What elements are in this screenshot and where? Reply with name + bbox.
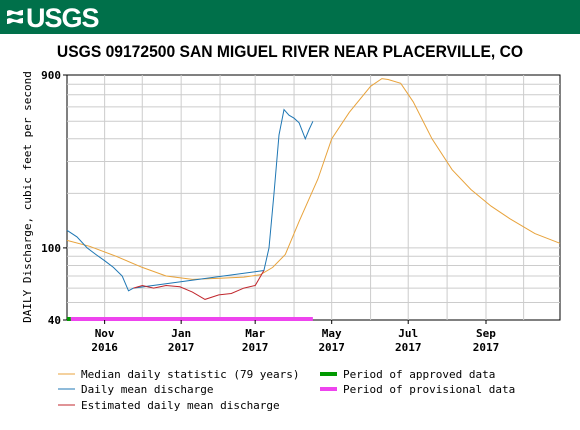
legend-swatch (320, 387, 337, 391)
legend-label: Period of provisional data (343, 383, 515, 396)
legend-item-approved: Period of approved data (320, 368, 495, 381)
x-tick-label-year: 2017 (242, 341, 269, 354)
axes-layer: 40100900Nov2016Jan2017Mar2017May2017Jul2… (41, 69, 499, 354)
legend-label: Estimated daily mean discharge (81, 399, 280, 412)
x-tick-label: May (322, 327, 342, 340)
estimated-line (133, 270, 265, 300)
plot-area (66, 74, 561, 321)
y-axis-label: DAILY Discharge, cubic feet per second (21, 71, 34, 323)
legend-item-estimated: Estimated daily mean discharge (58, 399, 280, 412)
median-line (66, 78, 561, 280)
usgs-logo[interactable]: USGS (6, 3, 100, 34)
y-tick-label: 900 (41, 69, 61, 82)
x-tick-label: Jan (171, 327, 191, 340)
x-tick-label: Sep (476, 327, 496, 340)
approved-period-bar (67, 317, 71, 321)
x-tick-label-year: 2016 (91, 341, 118, 354)
x-tick-label-year: 2017 (473, 341, 500, 354)
y-tick-label: 100 (41, 242, 61, 255)
x-tick-label: Jul (398, 327, 418, 340)
legend-item-provisional: Period of provisional data (320, 383, 515, 396)
chart-title: USGS 09172500 SAN MIGUEL RIVER NEAR PLAC… (56, 42, 524, 61)
legend-label: Daily mean discharge (81, 383, 213, 396)
x-tick-label: Mar (245, 327, 265, 340)
legend-label: Median daily statistic (79 years) (81, 368, 300, 381)
x-tick-label-year: 2017 (395, 341, 422, 354)
legend: Median daily statistic (79 years) Daily m… (58, 368, 515, 412)
usgs-banner: USGS (0, 0, 580, 34)
x-tick-label: Nov (95, 327, 115, 340)
series-layer (66, 78, 561, 321)
legend-item-median: Median daily statistic (79 years) (58, 368, 300, 381)
legend-label: Period of approved data (343, 368, 495, 381)
usgs-wave-icon (7, 10, 23, 24)
usgs-logo-text: USGS (26, 3, 100, 33)
x-tick-label-year: 2017 (168, 341, 195, 354)
provisional-period-bar (70, 317, 313, 321)
daily-mean-line (66, 108, 314, 292)
y-tick-label: 40 (48, 314, 61, 327)
legend-item-daily-mean: Daily mean discharge (58, 383, 213, 396)
x-tick-label-year: 2017 (318, 341, 345, 354)
legend-swatch (320, 372, 337, 376)
grid-lines (67, 75, 560, 320)
